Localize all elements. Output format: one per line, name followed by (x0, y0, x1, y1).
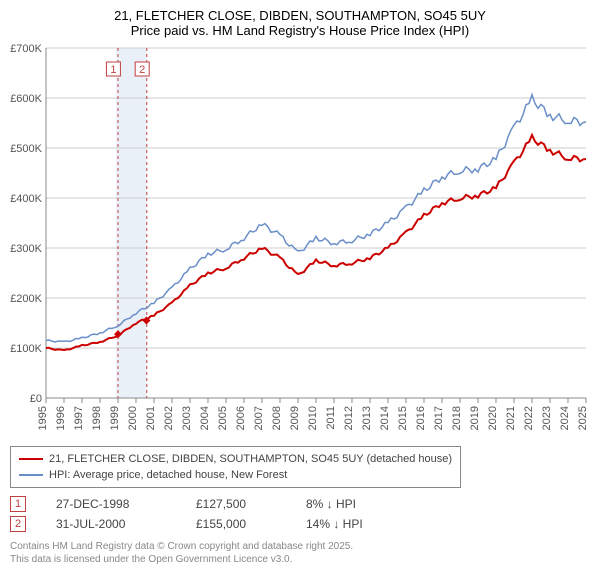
svg-text:£600K: £600K (10, 93, 42, 105)
svg-text:2025: 2025 (577, 406, 589, 430)
svg-text:2016: 2016 (415, 406, 427, 430)
svg-text:2013: 2013 (361, 406, 373, 430)
svg-text:£400K: £400K (10, 193, 42, 205)
svg-text:2010: 2010 (307, 406, 319, 430)
svg-text:2003: 2003 (181, 406, 193, 430)
footer-attribution: Contains HM Land Registry data © Crown c… (10, 540, 590, 566)
svg-text:2000: 2000 (127, 406, 139, 430)
legend-swatch (19, 458, 43, 460)
svg-text:2008: 2008 (271, 406, 283, 430)
svg-text:1997: 1997 (73, 406, 85, 430)
svg-text:2005: 2005 (217, 406, 229, 430)
legend-row: HPI: Average price, detached house, New … (19, 467, 452, 483)
svg-text:2024: 2024 (559, 406, 571, 430)
table-row: 1 27-DEC-1998 £127,500 8% ↓ HPI (10, 494, 590, 514)
svg-text:2007: 2007 (253, 406, 265, 430)
svg-text:2012: 2012 (343, 406, 355, 430)
svg-text:2001: 2001 (145, 406, 157, 430)
chart-container: 21, FLETCHER CLOSE, DIBDEN, SOUTHAMPTON,… (0, 0, 600, 560)
svg-text:2006: 2006 (235, 406, 247, 430)
svg-text:2020: 2020 (487, 406, 499, 430)
sale-date: 31-JUL-2000 (56, 517, 166, 531)
svg-text:2009: 2009 (289, 406, 301, 430)
svg-text:£200K: £200K (10, 293, 42, 305)
svg-text:£500K: £500K (10, 143, 42, 155)
sale-price: £127,500 (196, 497, 276, 511)
svg-text:2004: 2004 (199, 406, 211, 430)
svg-text:£700K: £700K (10, 43, 42, 55)
sale-marker-box: 1 (10, 496, 26, 512)
title-block: 21, FLETCHER CLOSE, DIBDEN, SOUTHAMPTON,… (10, 8, 590, 38)
sale-date: 27-DEC-1998 (56, 497, 166, 511)
svg-text:£0: £0 (30, 393, 42, 405)
sale-hpi-delta: 8% ↓ HPI (306, 497, 406, 511)
svg-text:2015: 2015 (397, 406, 409, 430)
legend-box: 21, FLETCHER CLOSE, DIBDEN, SOUTHAMPTON,… (10, 446, 461, 488)
legend-label: 21, FLETCHER CLOSE, DIBDEN, SOUTHAMPTON,… (49, 451, 452, 467)
chart-title: 21, FLETCHER CLOSE, DIBDEN, SOUTHAMPTON,… (10, 8, 590, 23)
svg-text:1999: 1999 (109, 406, 121, 430)
svg-text:1996: 1996 (55, 406, 67, 430)
chart-subtitle: Price paid vs. HM Land Registry's House … (10, 23, 590, 38)
svg-text:2: 2 (139, 64, 145, 76)
svg-text:1998: 1998 (91, 406, 103, 430)
legend-row: 21, FLETCHER CLOSE, DIBDEN, SOUTHAMPTON,… (19, 451, 452, 467)
svg-text:£100K: £100K (10, 343, 42, 355)
svg-text:1995: 1995 (37, 406, 49, 430)
line-chart-svg: £0 £100K £200K £300K £400K £500K £600K £700K 199… (10, 42, 590, 442)
svg-text:2017: 2017 (433, 406, 445, 430)
svg-text:2002: 2002 (163, 406, 175, 430)
svg-text:2011: 2011 (325, 406, 337, 430)
svg-text:£300K: £300K (10, 243, 42, 255)
svg-text:2021: 2021 (505, 406, 517, 430)
footer-line1: Contains HM Land Registry data © Crown c… (10, 540, 590, 553)
svg-text:2022: 2022 (523, 406, 535, 430)
sales-table: 1 27-DEC-1998 £127,500 8% ↓ HPI 2 31-JUL-2000… (10, 494, 590, 534)
sale-hpi-delta: 14% ↓ HPI (306, 517, 406, 531)
svg-text:2019: 2019 (469, 406, 481, 430)
sale-marker-box: 2 (10, 516, 26, 532)
svg-text:2018: 2018 (451, 406, 463, 430)
sale-price: £155,000 (196, 517, 276, 531)
svg-text:1: 1 (110, 64, 116, 76)
table-row: 2 31-JUL-2000 £155,000 14% ↓ HPI (10, 514, 590, 534)
legend-swatch (19, 474, 43, 476)
svg-text:2014: 2014 (379, 406, 391, 430)
chart-area: £0 £100K £200K £300K £400K £500K £600K £700K 199… (10, 42, 590, 442)
legend-label: HPI: Average price, detached house, New … (49, 467, 287, 483)
svg-text:2023: 2023 (541, 406, 553, 430)
